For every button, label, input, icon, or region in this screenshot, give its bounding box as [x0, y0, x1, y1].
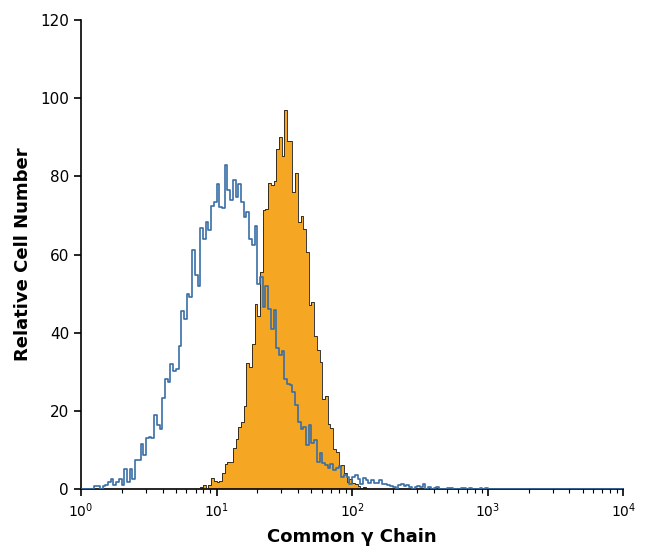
- X-axis label: Common γ Chain: Common γ Chain: [267, 528, 437, 546]
- Y-axis label: Relative Cell Number: Relative Cell Number: [14, 148, 32, 361]
